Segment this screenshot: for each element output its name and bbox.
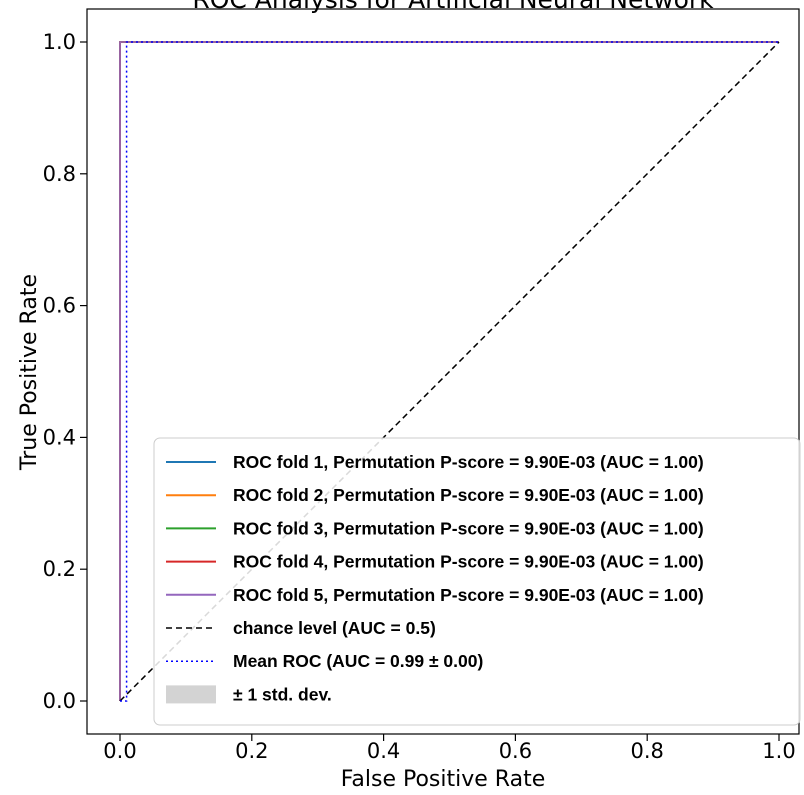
x-tick-label: 1.0 [762,739,795,763]
y-tick-label: 1.0 [43,30,76,54]
legend-label-1: ROC fold 1, Permutation P-score = 9.90E-… [233,452,704,472]
x-tick-label: 0.2 [235,739,268,763]
legend: ROC fold 1, Permutation P-score = 9.90E-… [153,437,801,726]
y-tick-label: 0.4 [43,425,76,449]
legend-swatch-std-band [166,685,216,704]
y-axis-ticks: 0.0 0.2 0.4 0.6 0.8 1.0 [43,30,87,713]
legend-label-4: ROC fold 4, Permutation P-score = 9.90E-… [233,552,704,572]
x-axis-ticks: 0.0 0.2 0.4 0.6 0.8 1.0 [103,734,796,763]
series-line-5 [119,41,779,701]
legend-label-3: ROC fold 3, Permutation P-score = 9.90E-… [233,518,704,538]
legend-label-7: Mean ROC (AUC = 0.99 ± 0.00) [233,651,483,671]
legend-label-6: chance level (AUC = 0.5) [233,618,436,638]
y-tick-label: 0.0 [43,689,76,713]
legend-label-std-band: ± 1 std. dev. [233,684,332,704]
x-tick-label: 0.6 [499,739,532,763]
plot-area [86,8,800,735]
x-tick-label: 0.0 [103,739,136,763]
series-layer [119,41,780,702]
y-axis-label: True Positive Rate [17,274,42,471]
legend-label-2: ROC fold 2, Permutation P-score = 9.90E-… [233,485,704,505]
x-axis-label: False Positive Rate [341,767,545,792]
y-tick-label: 0.8 [43,162,76,186]
x-tick-label: 0.4 [367,739,400,763]
legend-box [153,437,801,726]
series-line-7 [120,41,779,702]
y-tick-label: 0.6 [43,294,76,318]
chart-title: ROC Analysis for Artificial Neural Netwo… [192,0,714,14]
x-tick-label: 0.8 [630,739,663,763]
y-tick-label: 0.2 [43,557,76,581]
legend-label-5: ROC fold 5, Permutation P-score = 9.90E-… [233,585,704,605]
